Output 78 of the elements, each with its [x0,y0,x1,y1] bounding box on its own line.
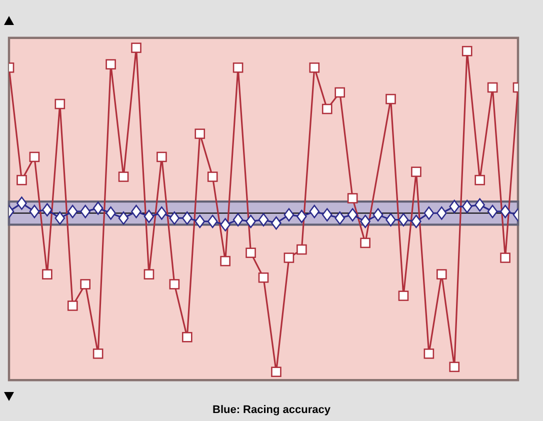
point [182,211,192,225]
point [271,366,282,378]
point [67,300,78,311]
point [144,269,154,280]
point [436,269,447,280]
point [80,279,90,290]
point [144,210,154,224]
point [271,216,282,230]
point [347,193,358,204]
point [54,211,66,225]
point [322,208,332,222]
point [246,248,256,258]
point [54,98,66,110]
point [207,172,218,182]
point [131,204,142,218]
point [131,42,142,53]
point [334,87,345,98]
point [194,214,206,228]
text: Blue: Racing accuracy [212,404,332,416]
point [16,196,27,210]
point [436,206,447,220]
point [500,252,510,263]
point [411,214,422,228]
point [398,290,409,301]
point [42,203,52,216]
point [92,202,104,215]
point [42,269,52,280]
point [487,82,498,93]
point [258,272,269,283]
point [334,211,345,225]
point [118,172,129,182]
point [169,279,180,290]
point [80,204,90,218]
point [169,211,180,225]
point [156,152,167,162]
point [67,204,78,218]
point [500,204,510,218]
point [296,244,307,255]
point [106,206,116,220]
point [449,200,460,214]
point [462,200,472,214]
point [284,252,294,263]
point [309,204,320,218]
point [487,204,498,218]
point [474,174,485,186]
point [207,214,218,228]
point [424,348,434,359]
point [386,94,396,104]
point [29,204,40,218]
point [182,332,192,342]
point [424,206,434,220]
point [296,210,307,224]
point [411,166,422,177]
point [92,348,104,359]
point [284,208,294,222]
point [246,214,256,228]
point [232,62,244,73]
point [220,218,230,232]
point [474,198,485,212]
point [232,213,244,226]
point [398,213,409,226]
point [462,46,472,56]
point [258,213,269,226]
point [118,211,129,225]
point [322,104,332,114]
point [220,256,230,266]
point [347,208,358,222]
point [156,206,167,220]
point [449,362,460,372]
point [360,238,370,248]
point [309,62,320,73]
point [29,152,40,162]
point [386,213,396,226]
point [360,214,370,228]
point [16,174,27,186]
point [106,59,116,70]
point [372,208,384,222]
point [194,128,206,139]
